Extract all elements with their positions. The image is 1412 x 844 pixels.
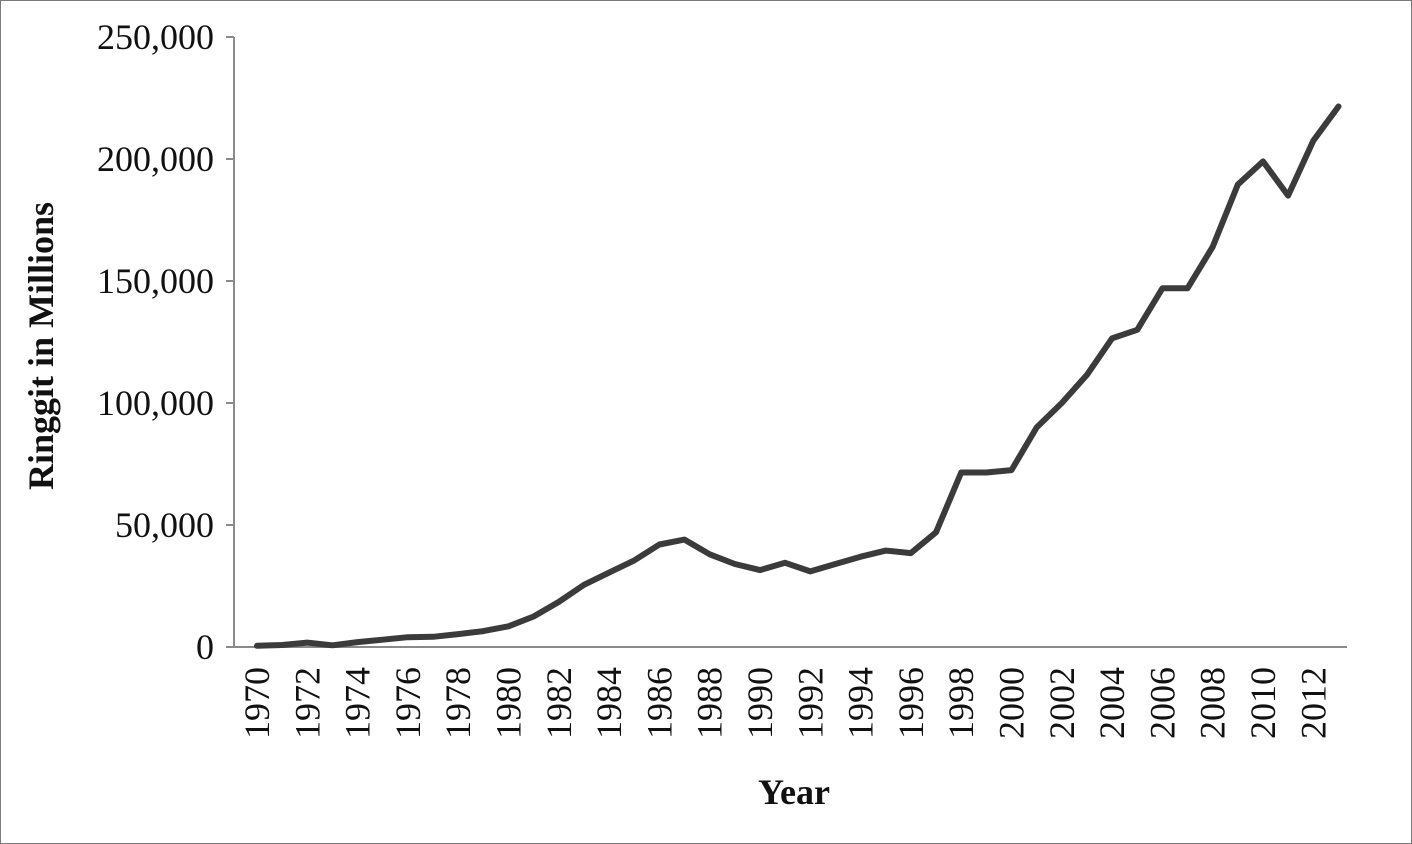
x-tick-label: 1978 — [438, 667, 478, 739]
x-tick-label: 1998 — [941, 667, 981, 739]
y-tick-label: 150,000 — [97, 261, 214, 301]
x-ticks: 1970 1972 1974 1976 1978 1980 1982 1984 1986 1988… — [237, 667, 1333, 739]
x-tick-label: 2010 — [1243, 667, 1283, 739]
x-tick-label: 1974 — [338, 667, 378, 739]
x-tick-label: 1984 — [589, 667, 629, 739]
y-tick-label: 50,000 — [115, 505, 214, 545]
x-tick-label: 1994 — [841, 667, 881, 739]
x-tick-label: 2000 — [992, 667, 1032, 739]
x-tick-label: 2012 — [1293, 667, 1333, 739]
x-tick-label: 2008 — [1193, 667, 1233, 739]
x-tick-label: 1970 — [237, 667, 277, 739]
x-axis-title: Year — [758, 772, 830, 812]
y-ticks: 0 50,000 100,000 150,000 200,000 250,000 — [97, 17, 234, 667]
x-tick-label: 1980 — [489, 667, 529, 739]
x-tick-label: 1972 — [287, 667, 327, 739]
axes — [233, 37, 1347, 648]
y-tick-label: 0 — [196, 627, 214, 667]
x-tick-label: 2002 — [1042, 667, 1082, 739]
x-tick-label: 1986 — [639, 667, 679, 739]
y-tick-label: 200,000 — [97, 139, 214, 179]
y-tick-label: 100,000 — [97, 383, 214, 423]
x-tick-label: 1996 — [891, 667, 931, 739]
x-tick-label: 1990 — [740, 667, 780, 739]
x-tick-label: 1992 — [790, 667, 830, 739]
x-tick-label: 1982 — [539, 667, 579, 739]
x-tick-label: 2004 — [1092, 667, 1132, 739]
x-tick-label: 2006 — [1142, 667, 1182, 739]
x-tick-label: 1976 — [388, 667, 428, 739]
y-tick-label: 250,000 — [97, 17, 214, 57]
series-line — [254, 103, 1342, 649]
x-tick-label: 1988 — [690, 667, 730, 739]
y-axis-title: Ringgit in Millions — [21, 202, 61, 490]
